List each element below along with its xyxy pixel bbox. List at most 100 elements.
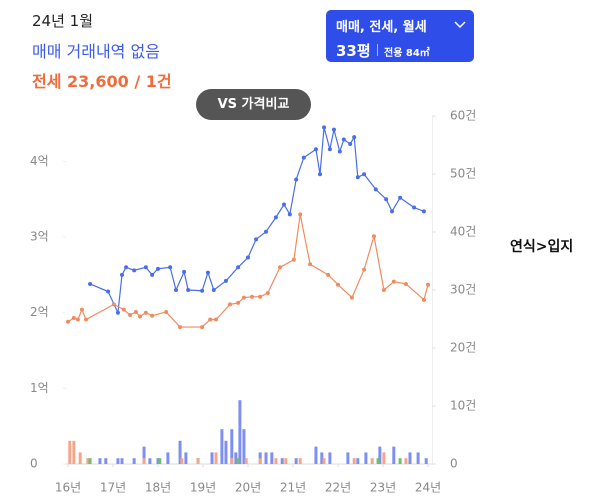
x-tick-label: 23년	[370, 481, 396, 495]
price-point	[211, 288, 216, 292]
price-point	[71, 315, 76, 320]
volume-bar	[210, 452, 214, 464]
price-point	[168, 265, 173, 270]
volume-bar	[382, 452, 386, 464]
price-point	[341, 137, 346, 142]
volume-bar	[180, 458, 184, 464]
price-point	[150, 313, 155, 318]
price-point	[75, 317, 80, 322]
volume-bar	[214, 452, 218, 464]
price-point	[318, 172, 322, 177]
volume-bar	[284, 458, 288, 464]
price-point	[250, 294, 255, 299]
price-point	[200, 325, 205, 330]
price-point	[156, 266, 160, 271]
price-point	[205, 270, 210, 275]
price-point	[138, 314, 142, 319]
volume-bar	[408, 452, 412, 464]
price-point	[391, 279, 396, 284]
price-point	[214, 317, 219, 322]
volume-bar	[158, 458, 162, 464]
y2-tick-label: 20건	[450, 341, 476, 355]
price-point	[282, 202, 286, 207]
volume-bar	[392, 446, 396, 464]
sale-status: 매매 거래내역 없음	[32, 42, 160, 61]
y2-tick-label: 50건	[450, 167, 476, 181]
price-point	[84, 317, 88, 322]
price-point	[120, 272, 124, 277]
x-tick-label: 21년	[280, 481, 306, 495]
x-tick-label: 18년	[145, 481, 171, 495]
price-point	[66, 319, 70, 324]
volume-bar	[196, 458, 200, 464]
volume-bar	[314, 446, 318, 464]
price-point	[384, 197, 389, 202]
volume-bar	[230, 458, 234, 464]
volume-bar	[224, 440, 228, 464]
x-tick-label: 19년	[190, 481, 216, 495]
volume-bar	[364, 452, 368, 464]
compare-button[interactable]: VS 가격비교	[196, 89, 311, 120]
volume-bar	[328, 452, 332, 464]
price-point	[403, 281, 408, 286]
date: 24년 1월	[32, 12, 93, 30]
price-point	[308, 262, 313, 267]
volume-bar	[370, 458, 374, 464]
volume-bar	[72, 440, 76, 464]
price-point	[254, 237, 259, 242]
price-point	[178, 325, 183, 330]
price-point	[373, 187, 378, 192]
volume-bar	[242, 429, 246, 464]
price-point	[186, 288, 191, 292]
filter-size: 33평	[336, 42, 371, 60]
y2-tick-label: 30건	[450, 283, 476, 297]
price-point	[150, 272, 155, 277]
price-point	[291, 257, 296, 262]
price-point	[121, 307, 126, 312]
x-tick-label: 17년	[100, 481, 126, 495]
volume-bar	[220, 429, 224, 464]
volume-bar	[120, 458, 124, 464]
y2-tick-label: 10건	[450, 399, 476, 413]
volume-bar	[298, 458, 302, 464]
price-point	[336, 282, 340, 287]
volume-bar	[68, 440, 72, 464]
volume-bar	[230, 429, 234, 464]
price-point	[294, 177, 299, 182]
volume-bar	[88, 458, 92, 464]
price-point	[287, 212, 292, 217]
price-point	[164, 309, 169, 314]
volume-bar	[404, 458, 408, 464]
volume-bar	[398, 458, 402, 464]
volume-bar	[132, 458, 136, 464]
price-point	[265, 291, 270, 296]
price-point	[208, 317, 213, 322]
price-point	[352, 135, 357, 140]
price-point	[182, 269, 187, 274]
volume-bar	[142, 458, 146, 464]
volume-bar	[346, 452, 350, 464]
jeonse-status: 전세 23,600 / 1건	[32, 72, 172, 91]
volume-bar	[238, 400, 242, 464]
volume-bar	[280, 458, 284, 464]
price-point	[258, 294, 263, 299]
volume-bar	[356, 458, 360, 464]
volume-bar	[234, 452, 238, 464]
x-tick-label: 16년	[55, 481, 81, 495]
price-point	[313, 147, 318, 152]
price-point	[277, 265, 282, 270]
filter-dropdown[interactable]: 매매, 전세, 월세 33평 전용 84㎡	[326, 10, 474, 62]
volume-bar	[264, 452, 268, 464]
volume-bar	[320, 452, 324, 464]
volume-bar	[236, 458, 240, 464]
volume-bar	[322, 458, 326, 464]
price-point	[326, 272, 331, 277]
volume-bar	[258, 458, 262, 464]
x-tick-label: 22년	[325, 481, 351, 495]
price-point	[133, 309, 138, 314]
y2-tick-label: 0	[450, 457, 458, 471]
side-label[interactable]: 연식>입지	[510, 239, 574, 255]
volume-bar	[184, 452, 188, 464]
volume-bar	[244, 458, 248, 464]
